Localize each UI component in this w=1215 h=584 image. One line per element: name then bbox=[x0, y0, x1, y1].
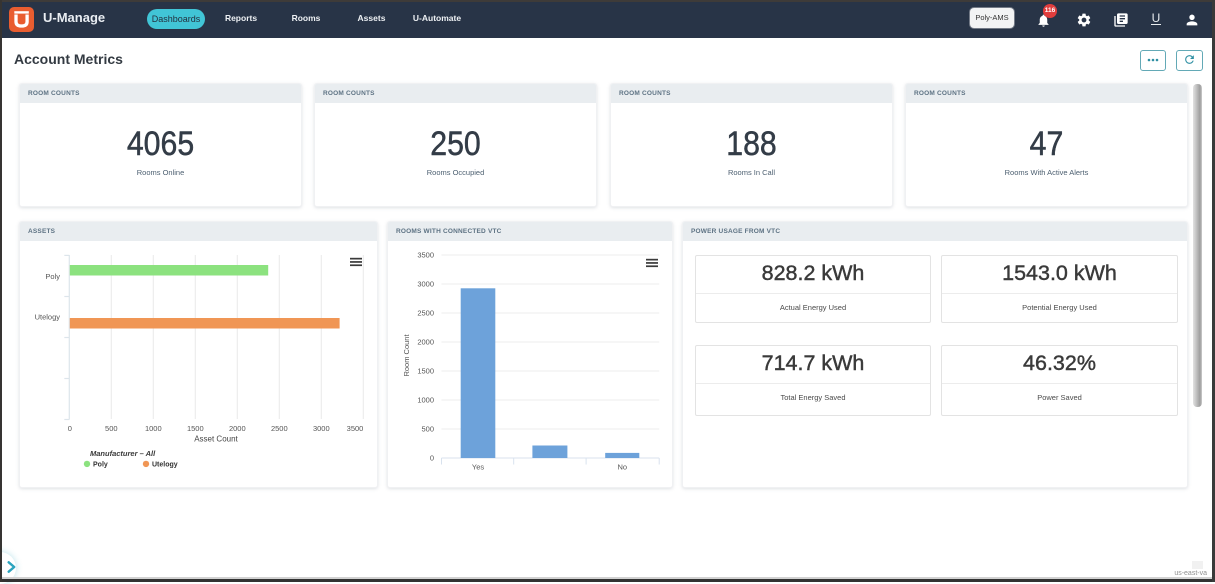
svg-text:3000: 3000 bbox=[313, 424, 330, 433]
svg-text:1500: 1500 bbox=[417, 367, 434, 376]
svg-text:2500: 2500 bbox=[271, 424, 288, 433]
svg-text:3500: 3500 bbox=[417, 251, 434, 260]
svg-text:2500: 2500 bbox=[417, 309, 434, 318]
svg-text:500: 500 bbox=[421, 425, 434, 434]
svg-text:2000: 2000 bbox=[417, 338, 434, 347]
svg-text:1000: 1000 bbox=[145, 424, 162, 433]
svg-text:500: 500 bbox=[105, 424, 118, 433]
svg-text:1000: 1000 bbox=[417, 396, 434, 405]
svg-text:1500: 1500 bbox=[187, 424, 204, 433]
svg-text:0: 0 bbox=[430, 454, 434, 463]
svg-text:0: 0 bbox=[68, 424, 72, 433]
svg-text:Asset Count: Asset Count bbox=[194, 435, 238, 444]
svg-text:Utelogy: Utelogy bbox=[152, 462, 178, 469]
svg-text:Poly: Poly bbox=[93, 462, 108, 469]
svg-text:2000: 2000 bbox=[229, 424, 246, 433]
svg-text:3500: 3500 bbox=[347, 424, 364, 433]
svg-text:Utelogy: Utelogy bbox=[35, 313, 61, 322]
svg-text:No: No bbox=[618, 462, 628, 471]
svg-text:Manufacturer – All: Manufacturer – All bbox=[90, 449, 156, 458]
svg-text:Yes: Yes bbox=[472, 462, 484, 471]
svg-text:Poly: Poly bbox=[45, 272, 60, 281]
svg-text:Room Count: Room Count bbox=[402, 334, 411, 377]
svg-text:3000: 3000 bbox=[417, 280, 434, 289]
